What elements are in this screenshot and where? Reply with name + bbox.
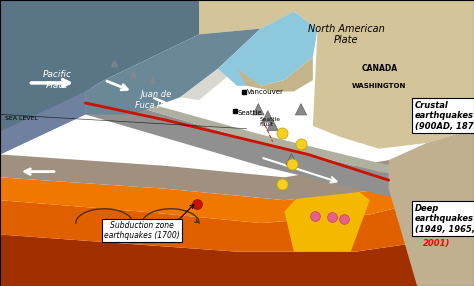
Text: WASHINGTON: WASHINGTON <box>352 83 406 89</box>
Polygon shape <box>180 29 275 100</box>
Polygon shape <box>286 154 297 165</box>
Polygon shape <box>237 57 313 92</box>
Text: Vancouver: Vancouver <box>246 89 283 94</box>
Text: Juan de
Fuca Plate: Juan de Fuca Plate <box>135 90 178 110</box>
Polygon shape <box>0 92 85 286</box>
Polygon shape <box>253 104 264 115</box>
Polygon shape <box>0 166 474 223</box>
Text: Seattle: Seattle <box>237 110 262 116</box>
Text: Pacific
Plate: Pacific Plate <box>42 70 72 90</box>
Polygon shape <box>218 11 318 86</box>
Polygon shape <box>0 235 474 286</box>
Polygon shape <box>0 0 199 154</box>
Polygon shape <box>85 86 474 189</box>
Polygon shape <box>199 0 294 34</box>
Polygon shape <box>389 129 474 286</box>
Polygon shape <box>295 104 307 115</box>
Polygon shape <box>85 92 474 214</box>
Polygon shape <box>0 137 474 200</box>
Text: North American
Plate: North American Plate <box>308 23 384 45</box>
Text: Seattle
Fault: Seattle Fault <box>260 117 281 128</box>
Text: CANADA: CANADA <box>361 64 397 73</box>
Text: Deep
earthquakes
(1949, 1965,: Deep earthquakes (1949, 1965, <box>415 204 474 234</box>
Text: Crustal
earthquakes
(900AD, 1872): Crustal earthquakes (900AD, 1872) <box>415 101 474 131</box>
Polygon shape <box>267 119 278 131</box>
Text: 2001): 2001) <box>423 239 451 248</box>
Polygon shape <box>199 0 474 149</box>
Polygon shape <box>284 177 370 252</box>
Text: Subduction zone
earthquakes (1700): Subduction zone earthquakes (1700) <box>104 221 180 240</box>
Polygon shape <box>0 189 474 252</box>
Text: SEA LEVEL: SEA LEVEL <box>5 116 38 121</box>
Polygon shape <box>262 111 273 122</box>
Polygon shape <box>85 0 261 114</box>
